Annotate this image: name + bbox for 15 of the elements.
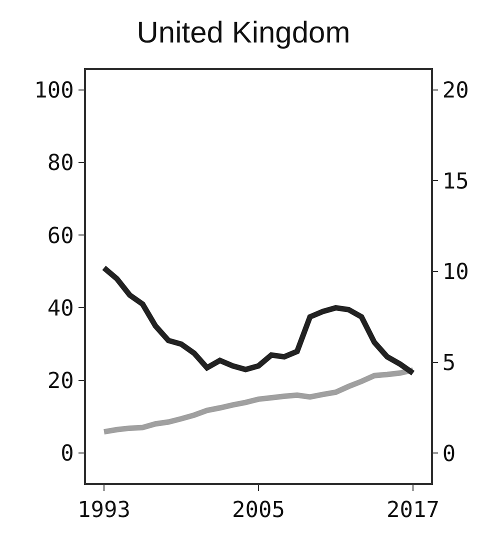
x-tick-label: 2017 xyxy=(386,498,440,524)
y-tick-label: 20 xyxy=(47,368,74,394)
y2-tick-label: 10 xyxy=(442,260,469,286)
y-tick-label: 60 xyxy=(47,224,74,249)
y2-tick-label: 0 xyxy=(442,442,456,467)
y-tick-label: 40 xyxy=(47,296,74,322)
y-tick-label: 80 xyxy=(47,151,74,176)
y-tick-label: 100 xyxy=(34,78,74,104)
y2-tick-label: 15 xyxy=(442,169,469,194)
chart-title: United Kingdom xyxy=(136,16,350,50)
x-tick-label: 2005 xyxy=(232,498,285,524)
x-tick-label: 1993 xyxy=(78,498,131,524)
y2-tick-label: 5 xyxy=(442,350,456,376)
y2-tick-label: 20 xyxy=(442,78,469,104)
y-tick-label: 0 xyxy=(60,442,74,467)
